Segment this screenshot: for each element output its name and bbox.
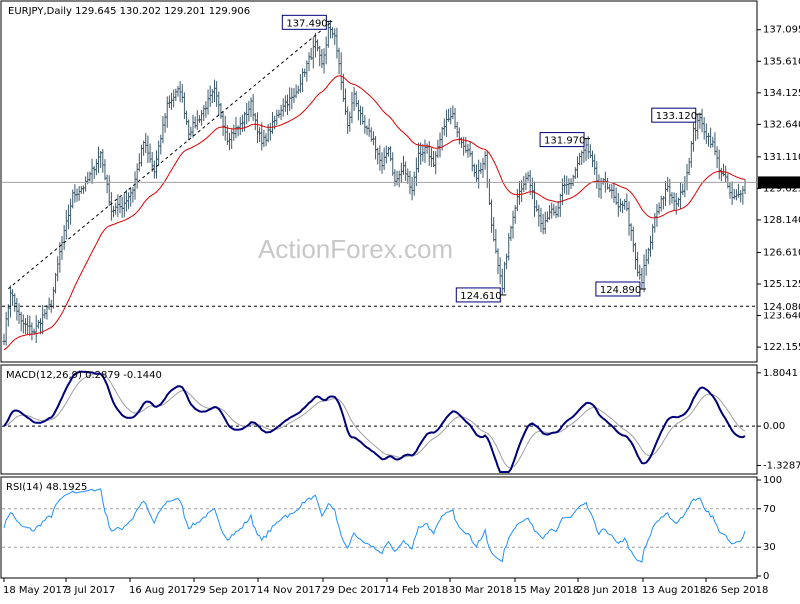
y-tick-label: 129.625	[763, 183, 800, 194]
y-tick-label: 134.125	[763, 88, 800, 99]
x-tick-label: 13 Aug 2018	[642, 585, 706, 596]
rsi-y-tick-label: 30	[763, 542, 776, 553]
rsi-panel-frame	[0, 476, 758, 579]
annotation-label: 124.610	[460, 291, 501, 302]
annotation-label: 137.490	[286, 18, 327, 29]
current-price-badge	[758, 176, 800, 189]
annotation-box	[455, 287, 501, 303]
x-tick-label: 30 Mar 2018	[449, 585, 512, 596]
moving-average-line	[3, 75, 746, 351]
x-tick-label: 18 May 2017	[3, 585, 68, 596]
rsi-layer	[2, 488, 757, 564]
annotation-box	[651, 107, 697, 123]
annotation-box	[595, 281, 641, 297]
x-tick-label: 26 Sep 2018	[705, 585, 768, 596]
x-tick-label: 14 Feb 2018	[386, 585, 448, 596]
x-tick-label: 29 Sep 2017	[193, 585, 256, 596]
current-price-badge-label: 129.906	[762, 178, 800, 189]
macd-label: MACD(12,26,9) 0.2879 -0.1440	[6, 370, 162, 381]
y-tick-label: 126.610	[763, 247, 800, 258]
x-tick-label: 15 May 2018	[514, 585, 579, 596]
rsi-y-tick-label: 100	[763, 475, 782, 486]
annotation-label: 131.970	[544, 136, 585, 147]
support-badge-label: 124.080	[763, 302, 800, 313]
x-tick-label: 3 Jul 2017	[65, 585, 115, 596]
macd-signal-line	[3, 373, 746, 469]
y-tick-label: 125.125	[763, 279, 800, 290]
macd-main-line	[3, 370, 746, 473]
annotation-label: 133.120	[656, 111, 697, 122]
chart-title: EURJPY,Daily 129.645 130.202 129.201 129…	[8, 6, 250, 17]
macd-y-tick-label: 0.00	[763, 421, 785, 432]
rsi-label: RSI(14) 48.1925	[6, 482, 87, 493]
price-panel-frame	[0, 0, 758, 363]
price-layer: 137.490 124.610 131.970 124.890 133.120	[2, 14, 757, 351]
x-tick-label: 16 Aug 2017	[129, 585, 193, 596]
y-tick-label: 131.110	[763, 152, 800, 163]
x-tick-label: 29 Dec 2017	[322, 585, 386, 596]
rsi-line	[3, 488, 746, 564]
trendline	[7, 20, 333, 290]
y-tick-label: 128.140	[763, 215, 800, 226]
annotation-label: 124.890	[600, 285, 641, 296]
y-tick-label: 137.095	[763, 25, 800, 36]
y-tick-label: 123.640	[763, 311, 800, 322]
macd-y-tick-label: 1.8041	[763, 368, 798, 379]
watermark: ActionForex.com	[258, 234, 453, 264]
y-tick-label: 135.610	[763, 56, 800, 67]
annotation-box	[539, 132, 585, 148]
macd-y-tick-label: -1.3287	[763, 460, 800, 471]
axis-layer: 122.155 123.640 125.125 126.610 128.140 129.6…	[3, 25, 800, 596]
support-badge	[758, 300, 800, 313]
rsi-y-tick-label: 70	[763, 504, 776, 515]
macd-layer	[2, 370, 757, 473]
x-tick-label: 28 Jun 2018	[577, 585, 637, 596]
annotation-box	[281, 14, 327, 30]
rsi-y-tick-label: 0	[763, 571, 769, 582]
x-tick-label: 14 Nov 2017	[257, 585, 321, 596]
y-tick-label: 122.155	[763, 342, 800, 353]
y-tick-label: 132.640	[763, 119, 800, 130]
